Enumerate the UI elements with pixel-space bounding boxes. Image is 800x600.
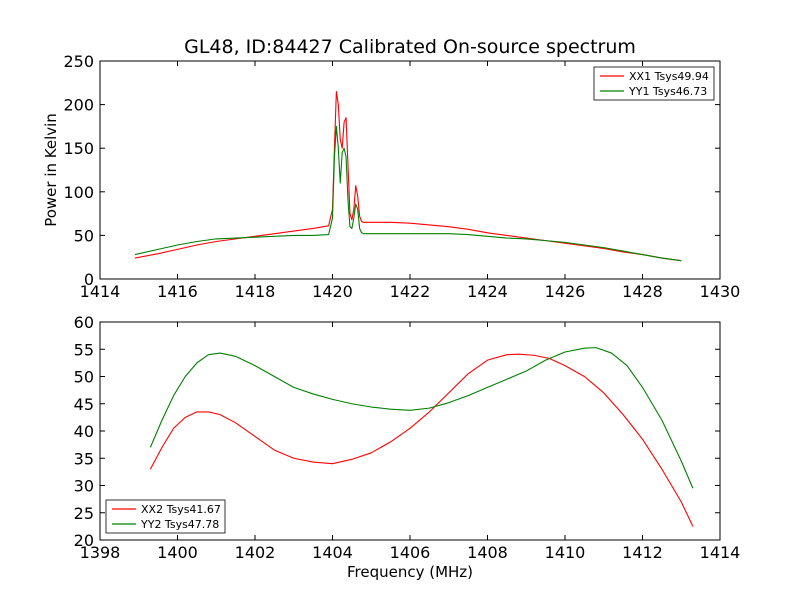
y-tick-label: 60 — [74, 313, 94, 332]
legend-entry: XX1 Tsys49.94 — [629, 70, 709, 83]
x-tick-label: 1412 — [622, 543, 663, 562]
legend-box — [593, 66, 715, 101]
y-tick-label: 200 — [63, 96, 94, 115]
y-tick-label: 45 — [74, 395, 94, 414]
y-tick-label: 50 — [74, 226, 94, 245]
y-tick-label: 55 — [74, 340, 94, 359]
top-axis-ticks: 1414 1416 1418 1420 1422 1424 1426 1428 1430 0 50 1… — [63, 52, 740, 301]
x-tick-label: 1424 — [467, 282, 508, 301]
y-tick-label: 20 — [74, 531, 94, 550]
bottom-axis-ticks: 1398 1400 1402 1404 1406 1408 1410 1412 1414 20 25… — [74, 313, 741, 562]
x-tick-label: 1426 — [545, 282, 586, 301]
series-line-2 — [134, 125, 682, 262]
y-tick-label: 50 — [74, 368, 94, 387]
y-tick-label: 25 — [74, 504, 94, 523]
x-tick-label: 1406 — [390, 543, 431, 562]
top-series-group — [134, 90, 682, 262]
y-tick-label: 150 — [63, 139, 94, 158]
x-tick-label: 1414 — [80, 282, 121, 301]
x-tick-label: 1402 — [235, 543, 276, 562]
legend-entry: YY2 Tsys47.78 — [140, 518, 219, 531]
x-tick-label: 1420 — [312, 282, 353, 301]
series-line-1 — [149, 353, 694, 527]
bottom-series-group — [149, 347, 694, 527]
top-chart: GL48, ID:84427 Calibrated On-source spec… — [42, 36, 740, 301]
y-tick-label: 0 — [84, 270, 94, 289]
y-tick-label: 100 — [63, 183, 94, 202]
legend-entry: XX2 Tsys41.67 — [141, 503, 221, 516]
legend-entry: YY1 Tsys46.73 — [628, 85, 707, 98]
x-tick-label: 1404 — [312, 543, 353, 562]
x-tick-label: 1398 — [80, 543, 121, 562]
legend-box — [105, 499, 226, 534]
x-tick-label: 1408 — [467, 543, 508, 562]
top-legend: XX1 Tsys49.94 YY1 Tsys46.73 — [593, 66, 715, 101]
x-tick-label: 1414 — [700, 543, 741, 562]
x-tick-label: 1422 — [390, 282, 431, 301]
y-tick-label: 250 — [63, 52, 94, 71]
bottom-legend: XX2 Tsys41.67 YY2 Tsys47.78 — [105, 499, 226, 534]
x-tick-label: 1410 — [545, 543, 586, 562]
series-line-2 — [149, 347, 694, 489]
bottom-chart: 1398 1400 1402 1404 1406 1408 1410 1412 1414 20 25… — [74, 313, 741, 581]
x-tick-label: 1418 — [235, 282, 276, 301]
x-tick-label: 1428 — [622, 282, 663, 301]
chart-title: GL48, ID:84427 Calibrated On-source spec… — [184, 36, 636, 58]
y-tick-label: 30 — [74, 477, 94, 496]
y-tick-label: 40 — [74, 422, 94, 441]
y-tick-label: 35 — [74, 449, 94, 468]
x-tick-label: 1400 — [157, 543, 198, 562]
bottom-x-axis-label: Frequency (MHz) — [347, 563, 473, 581]
x-tick-label: 1416 — [157, 282, 198, 301]
x-tick-label: 1430 — [700, 282, 741, 301]
top-y-axis-label: Power in Kelvin — [42, 113, 60, 227]
